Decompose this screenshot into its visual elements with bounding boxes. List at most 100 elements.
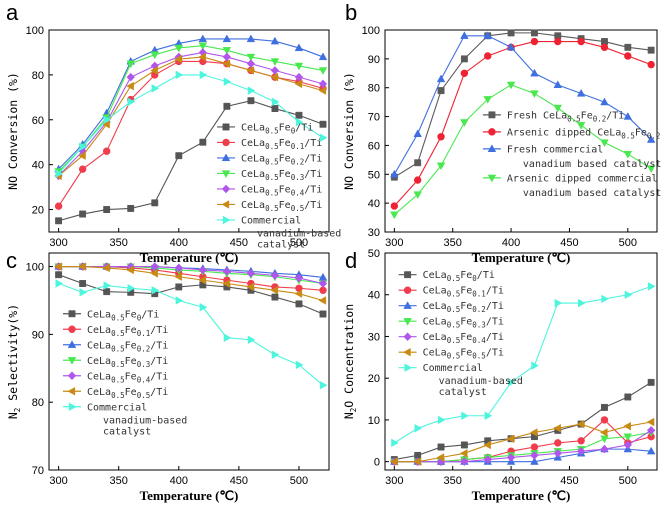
y-tick-label: 80 — [368, 83, 380, 95]
data-point — [199, 70, 208, 80]
legend-label: Commercial — [87, 402, 147, 413]
legend-marker — [222, 138, 230, 147]
data-point — [506, 453, 516, 462]
data-point — [222, 59, 230, 68]
y-tick-label: 90 — [368, 54, 380, 66]
data-point — [270, 271, 280, 280]
data-point — [484, 52, 492, 60]
data-point — [127, 97, 136, 107]
panel-letter-a: a — [6, 0, 19, 25]
data-point — [127, 283, 136, 293]
legend: CeLa0.5Fe0/Ti CeLa0.5Fe0.1/Ti CeLa0.5Fe0.2… — [398, 270, 523, 398]
data-point — [413, 176, 422, 184]
data-point — [199, 302, 208, 312]
legend-marker — [221, 170, 231, 178]
data-point — [54, 262, 62, 271]
chart-panel-d: d 300 350 400 450 500 0 10 20 30 40 50 Temperature (… — [342, 248, 658, 503]
data-point — [54, 202, 63, 210]
data-point — [530, 457, 539, 465]
data-point — [78, 151, 86, 160]
y-axis-title-group: NO Conversion (%) — [342, 72, 356, 190]
legend-marker — [67, 357, 77, 365]
x-tick-label: 400 — [502, 475, 520, 487]
y-tick-label: 0 — [374, 457, 380, 469]
data-point — [246, 282, 255, 292]
data-point — [530, 68, 539, 77]
legend-label-line2: vanadium based catalysts — [523, 159, 661, 170]
data-point — [391, 438, 399, 448]
data-point — [530, 29, 538, 37]
data-point — [460, 31, 469, 39]
data-point — [246, 59, 256, 69]
data-point — [103, 206, 111, 214]
data-point — [295, 300, 303, 308]
data-point — [103, 288, 111, 296]
legend: CeLa0.5Fe0/Ti CeLa0.5Fe0.1/Ti CeLa0.5Fe0.2… — [217, 122, 341, 250]
data-point — [437, 133, 445, 141]
data-point — [646, 446, 656, 455]
x-tick-label: 500 — [290, 475, 308, 487]
x-tick-label: 300 — [49, 237, 67, 249]
legend-marker — [404, 363, 413, 372]
legend-label: Commercial — [241, 215, 301, 226]
plot-frame — [48, 29, 330, 233]
legend-label-line2: vanadium-based — [439, 376, 523, 387]
data-point — [576, 88, 586, 97]
series-line-6 — [394, 285, 652, 444]
legend-marker — [67, 340, 77, 348]
y-tick-label: 100 — [26, 262, 44, 274]
data-point — [553, 104, 563, 113]
data-point — [390, 169, 399, 178]
data-point — [507, 29, 515, 37]
x-tick-label: 500 — [290, 237, 308, 249]
panel-letter-c: c — [6, 248, 17, 273]
legend-marker — [403, 301, 412, 309]
legend-label: CeLa0.5Fe0.2/Ti — [423, 301, 504, 314]
data-point — [483, 455, 492, 464]
y-tick-label: 50 — [368, 248, 380, 260]
series-line-0 — [394, 381, 652, 461]
data-point — [246, 268, 256, 278]
y-tick-label: 30 — [368, 331, 380, 343]
data-point — [553, 424, 561, 433]
series-line-1 — [394, 419, 652, 463]
data-point — [390, 211, 399, 220]
data-point — [576, 446, 586, 456]
data-point — [623, 112, 633, 120]
x-tick-label: 450 — [560, 237, 578, 249]
x-axis-title: Temperature (℃) — [140, 250, 239, 265]
data-point — [150, 269, 158, 278]
data-point — [222, 266, 232, 276]
data-point — [413, 457, 421, 466]
data-point — [577, 298, 586, 308]
data-point — [174, 44, 184, 53]
data-point — [78, 165, 87, 173]
data-point — [414, 159, 422, 167]
legend-marker — [68, 310, 76, 318]
data-point — [294, 72, 304, 82]
data-point — [530, 443, 539, 451]
y-tick-label: 10 — [368, 415, 380, 427]
y-axis-title: N2O Concentration — [342, 304, 358, 419]
x-tick-label: 400 — [170, 237, 188, 249]
y-tick-label: 60 — [32, 115, 44, 127]
legend-label: CeLa0.5Fe0.1/Ti — [423, 286, 504, 299]
data-point — [553, 80, 563, 88]
data-point — [506, 42, 516, 51]
data-point — [599, 428, 608, 437]
data-point — [294, 289, 303, 298]
data-point — [460, 119, 469, 127]
data-point — [414, 424, 423, 433]
data-point — [55, 217, 63, 225]
x-axis-title: Temperature (℃) — [472, 250, 571, 265]
data-point — [531, 361, 539, 370]
panel-letter-b: b — [345, 0, 357, 25]
data-point — [318, 79, 328, 89]
data-point — [150, 66, 158, 75]
data-point — [318, 296, 327, 305]
data-point — [600, 416, 609, 424]
data-point — [151, 84, 160, 93]
data-point — [436, 453, 445, 462]
x-tick-label: 350 — [444, 237, 462, 249]
series-line-5 — [58, 56, 324, 177]
